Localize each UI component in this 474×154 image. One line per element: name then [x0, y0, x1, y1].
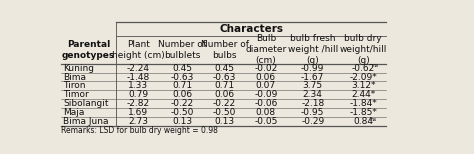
Text: Sibolangit: Sibolangit — [64, 99, 109, 108]
Text: 0.84: 0.84 — [353, 117, 373, 126]
Text: 0.13: 0.13 — [215, 117, 235, 126]
Text: -0.05: -0.05 — [254, 117, 278, 126]
Text: 0.79: 0.79 — [128, 90, 148, 99]
Text: Parental
genotypes: Parental genotypes — [62, 40, 115, 60]
Text: Plant
height (cm): Plant height (cm) — [112, 40, 164, 60]
Text: -0.02: -0.02 — [254, 64, 277, 73]
Text: Tiron: Tiron — [64, 81, 86, 91]
Text: bulb dry
weight/hill
(g): bulb dry weight/hill (g) — [339, 34, 387, 65]
Text: Kuning: Kuning — [64, 64, 94, 73]
Text: 3.12*: 3.12* — [351, 81, 375, 91]
Text: Number of
bulbs: Number of bulbs — [201, 40, 248, 60]
Text: Bima Juna: Bima Juna — [64, 117, 109, 126]
Text: 0.71: 0.71 — [172, 81, 192, 91]
Text: Maja: Maja — [64, 108, 85, 117]
Text: 0.06: 0.06 — [172, 90, 192, 99]
Text: -1.85*: -1.85* — [349, 108, 377, 117]
Text: -2.18: -2.18 — [301, 99, 324, 108]
Text: -0.09: -0.09 — [254, 90, 278, 99]
Text: -0.63: -0.63 — [171, 73, 194, 81]
Text: -0.99: -0.99 — [301, 64, 324, 73]
Text: Remarks: LSD for bulb dry weight = 0.98: Remarks: LSD for bulb dry weight = 0.98 — [61, 126, 218, 135]
Text: 2.73: 2.73 — [128, 117, 148, 126]
Text: -0.95: -0.95 — [301, 108, 324, 117]
Text: Number of
bulblets: Number of bulblets — [158, 40, 206, 60]
Text: -0.22: -0.22 — [171, 99, 194, 108]
Text: 0.08: 0.08 — [256, 108, 276, 117]
Text: bulb fresh
weight /hill
(g): bulb fresh weight /hill (g) — [288, 34, 338, 65]
Text: 0.71: 0.71 — [215, 81, 235, 91]
Text: 2.44*: 2.44* — [351, 90, 375, 99]
Text: 1.69: 1.69 — [128, 108, 148, 117]
Text: -1.48: -1.48 — [127, 73, 150, 81]
Text: -0.22: -0.22 — [213, 99, 236, 108]
Text: 3.75: 3.75 — [303, 81, 323, 91]
Text: -0.63: -0.63 — [213, 73, 236, 81]
Text: 1.33: 1.33 — [128, 81, 148, 91]
Text: Timor: Timor — [64, 90, 89, 99]
Text: 0.07: 0.07 — [256, 81, 276, 91]
Text: ns: ns — [369, 117, 377, 122]
Text: -0.62: -0.62 — [352, 64, 375, 73]
Text: -1.67: -1.67 — [301, 73, 324, 81]
Text: -0.50: -0.50 — [171, 108, 194, 117]
Text: -0.06: -0.06 — [254, 99, 278, 108]
Text: Bulb
diameter
(cm): Bulb diameter (cm) — [245, 34, 286, 65]
Text: -0.29: -0.29 — [301, 117, 324, 126]
Text: -2.82: -2.82 — [127, 99, 150, 108]
Text: 0.45: 0.45 — [215, 64, 235, 73]
Text: ns: ns — [371, 63, 378, 68]
Text: Bima: Bima — [64, 73, 86, 81]
Text: 0.06: 0.06 — [215, 90, 235, 99]
Text: Characters: Characters — [219, 24, 283, 34]
Text: 0.45: 0.45 — [173, 64, 192, 73]
Text: -1.84*: -1.84* — [349, 99, 377, 108]
Text: -0.50: -0.50 — [213, 108, 236, 117]
Text: -2.24: -2.24 — [127, 64, 150, 73]
Text: 0.06: 0.06 — [256, 73, 276, 81]
Text: 2.34: 2.34 — [303, 90, 323, 99]
Text: -2.09*: -2.09* — [349, 73, 377, 81]
Text: 0.13: 0.13 — [172, 117, 192, 126]
